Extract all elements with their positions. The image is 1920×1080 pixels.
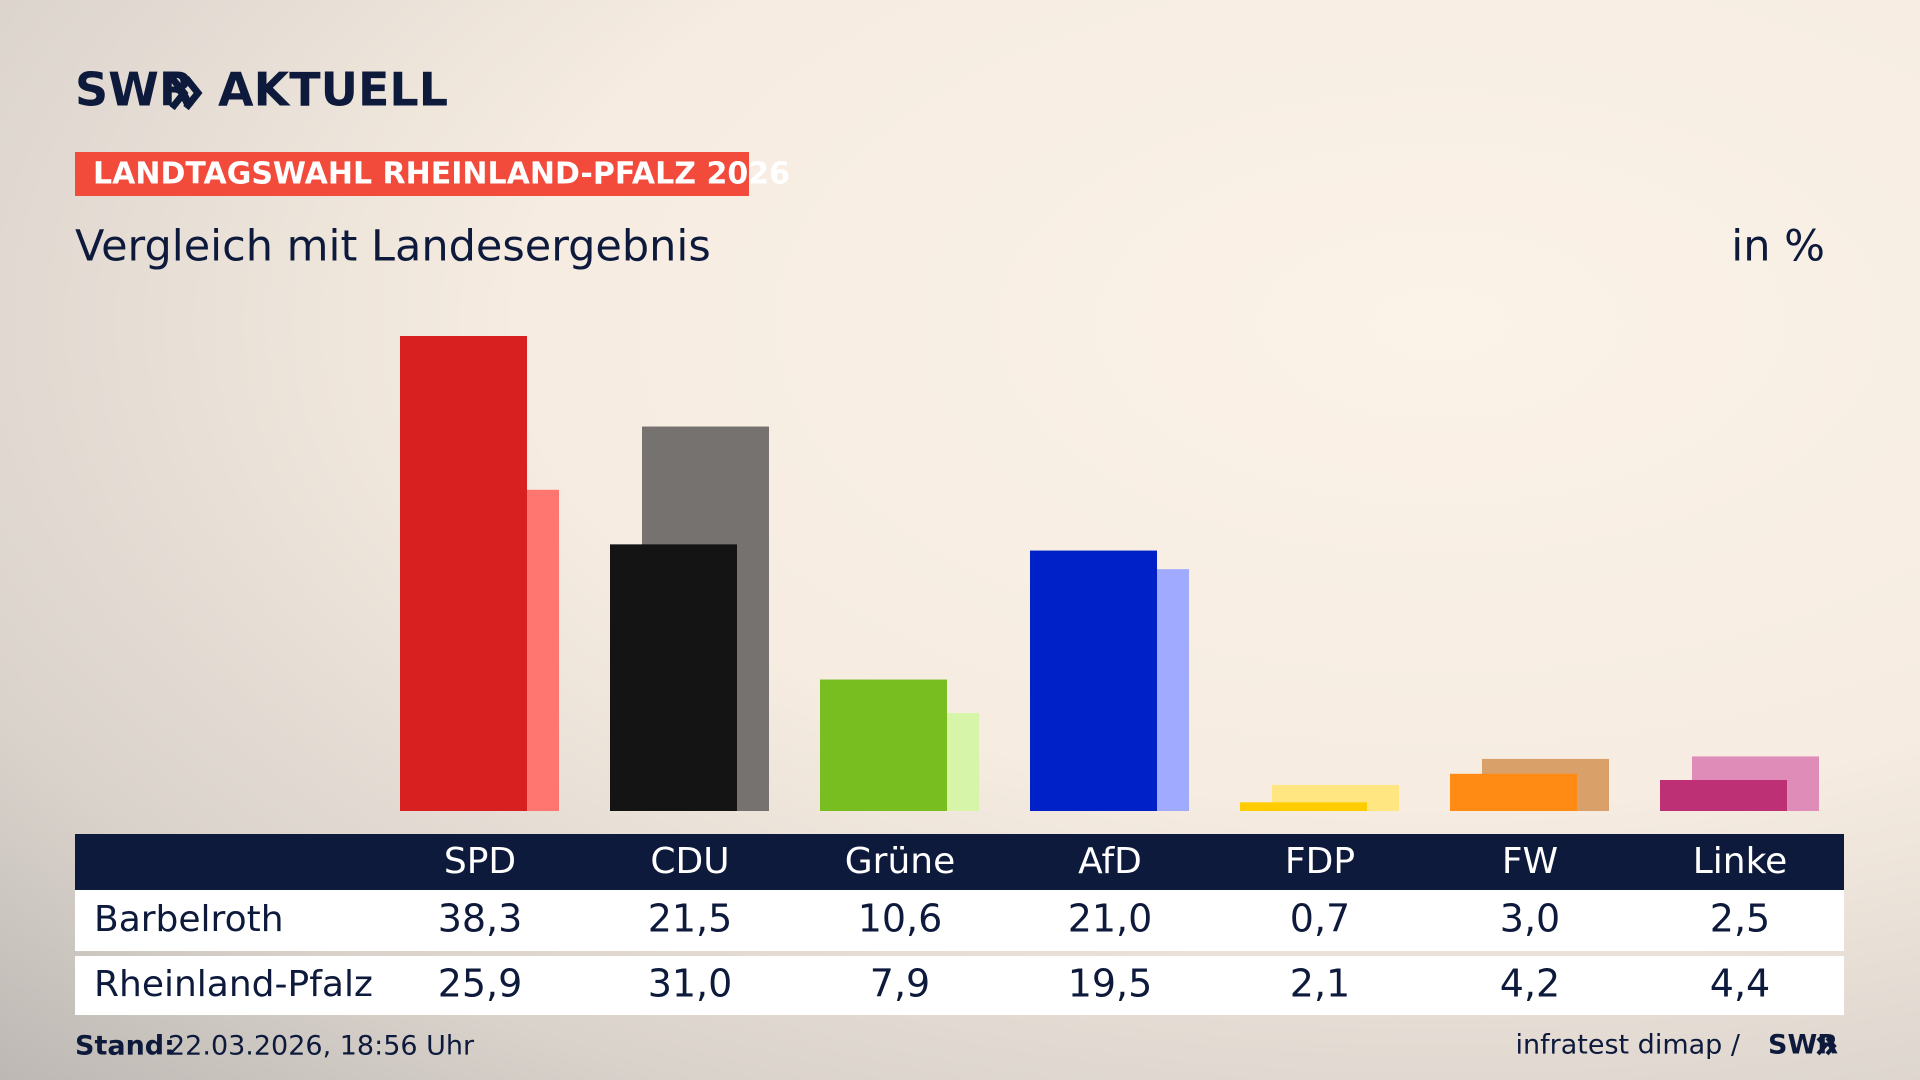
bar xyxy=(1660,779,1787,811)
cell-value: 21,5 xyxy=(648,897,733,941)
cell-value: 21,0 xyxy=(1068,897,1153,941)
table-header xyxy=(75,834,1844,890)
bar xyxy=(1240,802,1367,811)
bar xyxy=(610,544,737,811)
badge: LANDTAGSWAHL RHEINLAND-PFALZ 2026 xyxy=(93,157,790,192)
brand: SWR xyxy=(75,63,194,117)
column-header: AfD xyxy=(1078,841,1142,882)
cell-value: 0,7 xyxy=(1290,897,1350,941)
bar xyxy=(400,336,527,811)
column-header: SPD xyxy=(444,841,516,882)
row-label: Barbelroth xyxy=(94,899,284,940)
cell-value: 19,5 xyxy=(1068,962,1153,1006)
source: infratest dimap / xyxy=(1515,1030,1740,1061)
cell-value: 4,4 xyxy=(1710,962,1770,1006)
cell-value: 2,1 xyxy=(1290,962,1350,1006)
cell-value: 31,0 xyxy=(648,962,733,1006)
cell-value: 38,3 xyxy=(438,897,523,941)
source-chevrons xyxy=(1816,1036,1837,1056)
cell-value: 2,5 xyxy=(1710,897,1770,941)
footer-date: 22.03.2026, 18:56 Uhr xyxy=(168,1031,475,1062)
column-header: FDP xyxy=(1285,841,1355,882)
cell-value: 3,0 xyxy=(1500,897,1560,941)
cell-value: 7,9 xyxy=(870,962,930,1006)
badge-bg xyxy=(75,152,749,196)
cell-value: 10,6 xyxy=(858,897,943,941)
brand-chevrons xyxy=(169,75,203,111)
column-header: Linke xyxy=(1693,841,1788,882)
table-row xyxy=(75,956,1844,1015)
cell-value: 4,2 xyxy=(1500,962,1560,1006)
bar xyxy=(1030,550,1157,811)
column-header: Grüne xyxy=(845,841,955,882)
cell-value: 25,9 xyxy=(438,962,523,1006)
row-label: Rheinland-Pfalz xyxy=(94,964,373,1005)
source-brand: SWR xyxy=(1768,1030,1838,1061)
table-row xyxy=(75,890,1844,951)
bar xyxy=(820,679,947,811)
brand-suffix: AKTUELL xyxy=(218,63,448,117)
column-header: CDU xyxy=(650,841,729,882)
column-header: FW xyxy=(1502,841,1558,882)
footer-label: Stand: xyxy=(75,1031,175,1062)
bar xyxy=(1450,773,1577,811)
chart-title: Vergleich mit Landesergebnis xyxy=(75,222,711,272)
unit: in % xyxy=(1731,222,1825,272)
